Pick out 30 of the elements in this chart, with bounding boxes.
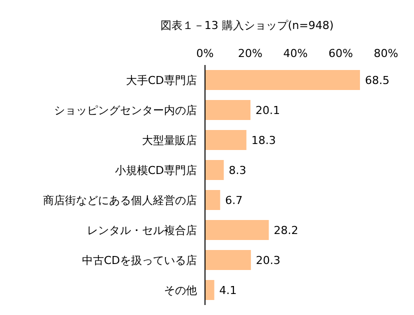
data-label: 18.3 [251, 134, 276, 147]
data-label: 28.2 [274, 224, 298, 237]
x-tick-label: 80% [374, 47, 398, 60]
x-tick-label: 40% [283, 47, 308, 60]
bar [205, 220, 269, 240]
y-tick-label: 商店街などにある個人経営の店 [43, 194, 197, 207]
data-label: 6.7 [225, 194, 243, 207]
bar [205, 160, 224, 180]
y-tick-label: 大型量販店 [142, 134, 197, 147]
x-tick-label: 0% [196, 47, 214, 60]
bar [205, 130, 246, 150]
y-tick-label: 大手CD専門店 [126, 74, 197, 87]
y-tick-label: ショッピングセンター内の店 [54, 104, 197, 117]
y-tick-label: レンタル・セル複合店 [87, 224, 197, 237]
y-tick-label: その他 [164, 284, 197, 297]
bar [205, 70, 360, 90]
data-label: 20.3 [256, 254, 280, 267]
data-label: 20.1 [255, 104, 280, 117]
bar [205, 250, 251, 270]
data-label: 4.1 [219, 284, 237, 297]
chart-title: 図表１－13 購入ショップ(n=948) [159, 18, 335, 34]
bar [205, 280, 214, 300]
bar [205, 190, 220, 210]
data-label: 68.5 [364, 74, 390, 87]
x-tick-label: 20% [238, 47, 262, 60]
x-tick-label: 60% [328, 47, 353, 60]
data-label: 8.3 [228, 164, 246, 177]
y-tick-label: 小規模CD専門店 [114, 164, 197, 177]
bar [205, 100, 250, 120]
y-tick-label: 中古CDを扱っている店 [82, 254, 197, 267]
